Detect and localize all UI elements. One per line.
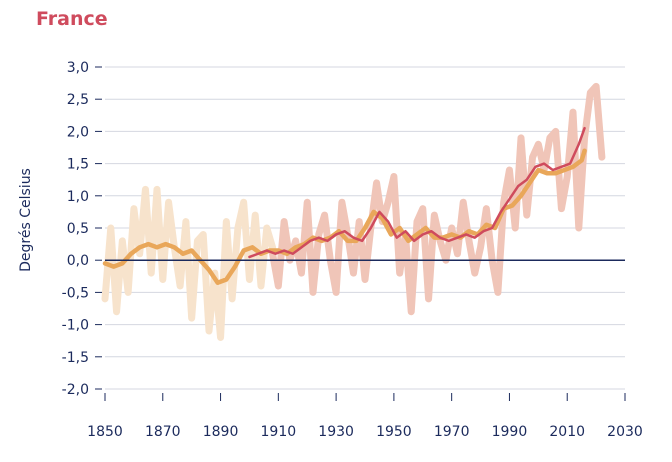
y-tick-label: 0,5 [67, 221, 89, 237]
x-axis: 1850 1870 1890 1910 1930 1950 1970 1990 2010 2030 [87, 393, 643, 440]
series-line-smoothed-red [248, 126, 586, 259]
y-tick-label: 0,0 [67, 253, 89, 269]
series-layer [101, 82, 625, 341]
series-line-smoothed-orange [102, 148, 587, 285]
x-tick-label: 1890 [203, 424, 239, 440]
y-tick-label: 2,5 [67, 92, 89, 108]
x-tick-label: 1970 [434, 424, 470, 440]
x-tick-label: 1910 [261, 424, 297, 440]
y-axis: 3,0 2,5 2,0 1,5 1,0 0,5 0,0 -0,5 -1,0 -1,5 -2,0 [62, 60, 102, 398]
y-tick-label: -1,5 [62, 350, 89, 366]
y-tick-label: -0,5 [62, 285, 89, 301]
y-tick-label: -2,0 [62, 382, 89, 398]
x-tick-label: 1850 [87, 424, 123, 440]
y-tick-label: 1,5 [67, 157, 89, 173]
x-tick-label: 2010 [549, 424, 585, 440]
x-tick-label: 1990 [492, 424, 528, 440]
y-tick-label: 3,0 [67, 60, 89, 76]
x-tick-label: 2030 [607, 424, 643, 440]
y-tick-label: 2,0 [67, 124, 89, 140]
y-tick-label: -1,0 [62, 318, 89, 334]
x-tick-label: 1950 [376, 424, 412, 440]
x-tick-label: 1930 [318, 424, 354, 440]
x-tick-label: 1870 [145, 424, 181, 440]
series-line-annual-light [101, 185, 277, 341]
y-tick-label: 1,0 [67, 189, 89, 205]
y-axis-label: Degrés Celsius [18, 168, 34, 272]
series-line-annual-pink [269, 82, 606, 316]
chart-title: France [36, 8, 108, 30]
